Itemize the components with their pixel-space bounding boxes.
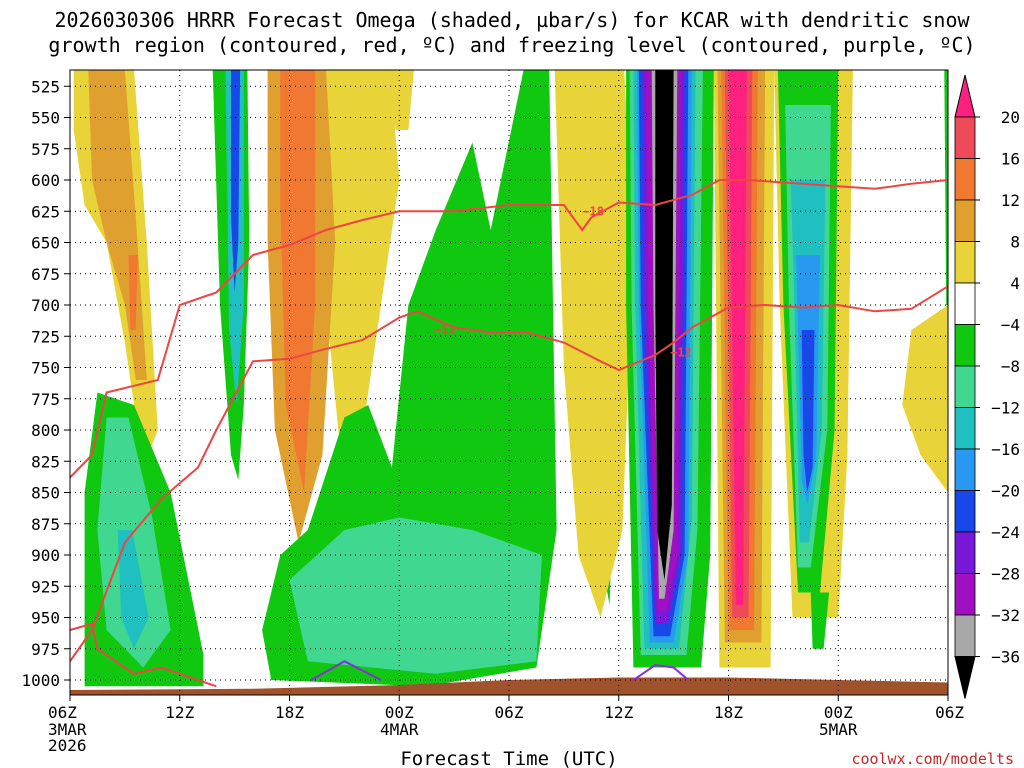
omega-region-12 <box>262 70 557 687</box>
omega-region-16 <box>554 70 634 618</box>
colorbar: 20 16 12 8 4 −4 −8 −12 −16 −20 −24 −28 −32 −36 <box>954 74 1020 699</box>
colorbar-swatch-4 <box>954 282 976 325</box>
y-tick-label: 875 <box>31 515 60 534</box>
colorbar-swatch-8 <box>954 448 976 491</box>
omega-region-36 <box>801 330 815 493</box>
y-tick-label: 600 <box>31 171 60 190</box>
dgz-contour-lower <box>69 285 949 662</box>
x-tick-label: 00Z <box>385 703 414 722</box>
colorbar-label: 12 <box>1001 191 1020 210</box>
colorbar-label: 8 <box>1010 233 1020 252</box>
colorbar-label: 4 <box>1010 274 1020 293</box>
y-tick-label: 1000 <box>21 671 60 690</box>
x-tick-date: 3MAR <box>48 720 87 739</box>
x-tick-label: 18Z <box>275 703 304 722</box>
colorbar-bottom-arrow <box>954 656 976 699</box>
grid <box>70 70 948 695</box>
colorbar-label: −4 <box>1001 316 1020 335</box>
chart-title-line2: growth region (contoured, red, ºC) and f… <box>48 33 975 57</box>
omega-region-5 <box>117 530 149 649</box>
y-tick-label: 950 <box>31 609 60 628</box>
dendritic-growth-contours <box>69 179 949 688</box>
colorbar-swatch-11 <box>954 573 976 616</box>
omega-region-30 <box>728 70 747 605</box>
x-tick-label: 18Z <box>714 703 743 722</box>
x-tick-label: 12Z <box>165 703 194 722</box>
x-tick-year: 2026 <box>48 736 87 755</box>
y-axis-ticks: 525 550 575 600 625 650 675 700 725 750 775 800 825 8… <box>21 77 70 690</box>
colorbar-swatch-9 <box>954 490 976 533</box>
colorbar-swatch-6 <box>954 365 976 408</box>
colorbar-swatch-12 <box>954 614 976 657</box>
freezing-contour-0 <box>310 660 382 681</box>
y-tick-label: 925 <box>31 577 60 596</box>
colorbar-label: −24 <box>991 523 1020 542</box>
dgz-contour-upper <box>69 179 949 479</box>
x-axis-label: Forecast Time (UTC) <box>400 748 617 768</box>
y-tick-label: 675 <box>31 265 60 284</box>
colorbar-top-arrow <box>954 74 976 118</box>
y-tick-label: 725 <box>31 327 60 346</box>
colorbar-label: −36 <box>991 648 1020 667</box>
colorbar-label: −12 <box>991 399 1020 418</box>
y-tick-label: 750 <box>31 359 60 378</box>
omega-region-9 <box>231 70 241 293</box>
colorbar-label: −32 <box>991 606 1020 625</box>
colorbar-label: −28 <box>991 565 1020 584</box>
colorbar-label: −8 <box>1001 357 1020 376</box>
contour-label: −12 <box>434 323 456 337</box>
y-tick-label: 775 <box>31 390 60 409</box>
colorbar-label: −20 <box>991 482 1020 501</box>
y-tick-label: 625 <box>31 202 60 221</box>
omega-region-25 <box>655 70 674 580</box>
omega-region-39 <box>944 70 948 305</box>
y-tick-label: 825 <box>31 452 60 471</box>
x-tick-label: 06Z <box>495 703 524 722</box>
colorbar-swatch-0 <box>954 116 976 159</box>
omega-region-38 <box>810 592 830 649</box>
freezing-level-contours <box>310 660 689 681</box>
x-tick-label: 06Z <box>935 703 964 722</box>
colorbar-swatch-10 <box>954 531 976 574</box>
colorbar-label: −16 <box>991 440 1020 459</box>
colorbar-swatch-1 <box>954 158 976 201</box>
colorbar-swatch-2 <box>954 199 976 242</box>
y-tick-label: 650 <box>31 234 60 253</box>
x-tick-label: 00Z <box>824 703 853 722</box>
y-tick-label: 850 <box>31 484 60 503</box>
contour-label: −18 <box>582 204 604 218</box>
y-tick-label: 700 <box>31 296 60 315</box>
colorbar-label: 16 <box>1001 150 1020 169</box>
y-tick-label: 525 <box>31 77 60 96</box>
x-tick-label: 06Z <box>48 703 77 722</box>
contour-labels: −18 −12 −12 <box>434 204 692 359</box>
y-tick-label: 800 <box>31 421 60 440</box>
dgz-contour-left <box>69 622 217 688</box>
y-tick-label: 575 <box>31 140 60 159</box>
omega-region-13 <box>289 517 542 674</box>
freezing-contour-1 <box>632 663 689 681</box>
colorbar-swatch-7 <box>954 407 976 450</box>
x-tick-date: 4MAR <box>380 720 419 739</box>
colorbar-swatch-5 <box>954 324 976 367</box>
y-tick-label: 975 <box>31 640 60 659</box>
credit-text: coolwx.com/modelts <box>851 750 1014 768</box>
chart-title-line1: 2026030306 HRRR Forecast Omega (shaded, … <box>54 8 970 32</box>
x-tick-date: 5MAR <box>819 720 858 739</box>
y-tick-label: 550 <box>31 109 60 128</box>
colorbar-swatch-3 <box>954 241 976 284</box>
y-tick-label: 900 <box>31 546 60 565</box>
x-tick-label: 12Z <box>604 703 633 722</box>
contour-label: −12 <box>670 346 692 360</box>
colorbar-label: 20 <box>1001 108 1020 127</box>
